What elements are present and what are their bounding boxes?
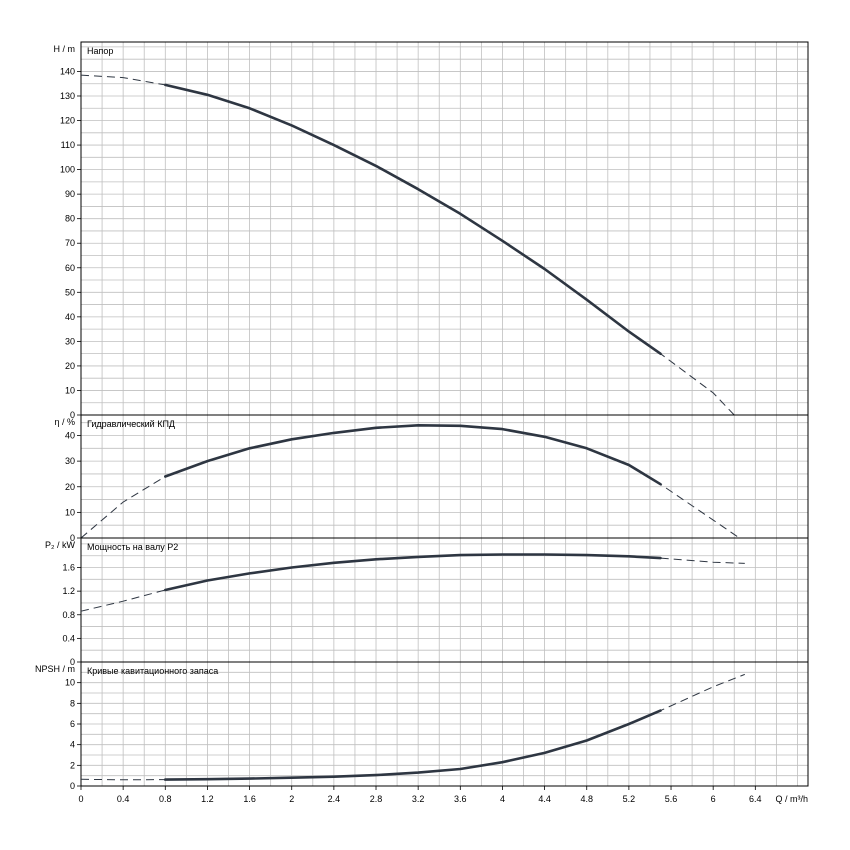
efficiency-panel-frame (80, 414, 809, 539)
efficiency-y-tick-label: 0 (70, 533, 75, 543)
head-panel-title: Напор (87, 46, 113, 56)
x-tick-label: 4.8 (580, 794, 593, 804)
efficiency-y-tick-label: 20 (65, 482, 75, 492)
npsh-curve-dashed (80, 673, 745, 781)
head-y-tick-label: 80 (65, 214, 75, 224)
x-axis-label: Q / m³/h (775, 794, 808, 804)
npsh-y-tick-label: 8 (70, 698, 75, 708)
efficiency-y-tick-label: 30 (65, 456, 75, 466)
x-tick-label: 3.6 (454, 794, 467, 804)
efficiency-panel-title: Гидравлический КПД (87, 419, 175, 429)
head-y-tick-label: 90 (65, 189, 75, 199)
efficiency-curve-dashed (80, 424, 740, 539)
head-y-tick-label: 10 (65, 385, 75, 395)
power-y-tick-label: 0.4 (62, 633, 75, 643)
x-tick-label: 5.6 (665, 794, 678, 804)
x-tick-label: 4.4 (538, 794, 551, 804)
npsh-y-axis-label: NPSH / m (35, 664, 75, 674)
x-tick-label: 6.4 (749, 794, 762, 804)
head-y-tick-label: 130 (60, 91, 75, 101)
x-tick-label: 2.8 (370, 794, 383, 804)
x-tick-label: 3.2 (412, 794, 425, 804)
power-y-axis-label: P₂ / kW (45, 540, 75, 550)
power-y-tick-label: 1.6 (62, 563, 75, 573)
x-tick-label: 1.6 (243, 794, 256, 804)
head-curve-solid (164, 83, 662, 356)
head-curve-dashed (80, 74, 735, 416)
x-tick-label: 6 (711, 794, 716, 804)
x-tick-label: 0 (78, 794, 83, 804)
npsh-y-tick-label: 4 (70, 740, 75, 750)
head-y-tick-label: 110 (61, 140, 75, 150)
power-panel-title: Мощность на валу P2 (87, 542, 178, 552)
power-y-tick-label: 1.2 (62, 586, 75, 596)
npsh-panel-title: Кривые кавитационного запаса (87, 666, 218, 676)
power-y-tick-label: 0.8 (62, 610, 75, 620)
x-tick-label: 1.2 (201, 794, 214, 804)
head-y-tick-label: 120 (60, 116, 75, 126)
power-curve-solid (164, 553, 662, 592)
head-y-tick-label: 60 (65, 263, 75, 273)
head-y-tick-label: 70 (65, 238, 75, 248)
npsh-y-tick-label: 10 (65, 678, 75, 688)
x-tick-label: 0.4 (117, 794, 130, 804)
head-y-tick-label: 20 (65, 361, 75, 371)
efficiency-y-tick-label: 10 (65, 507, 75, 517)
head-y-tick-label: 40 (65, 312, 75, 322)
x-tick-label: 2.4 (328, 794, 341, 804)
x-tick-label: 5.2 (623, 794, 636, 804)
x-tick-label: 4 (500, 794, 505, 804)
head-y-tick-label: 140 (60, 66, 75, 76)
x-tick-label: 2 (289, 794, 294, 804)
npsh-curve-solid (164, 709, 662, 781)
efficiency-curve-solid (164, 423, 662, 486)
x-tick-label: 0.8 (159, 794, 172, 804)
head-panel-frame (80, 41, 809, 416)
npsh-y-tick-label: 0 (70, 781, 75, 791)
npsh-y-tick-label: 6 (70, 719, 75, 729)
head-y-tick-label: 100 (60, 165, 75, 175)
npsh-y-tick-label: 2 (70, 760, 75, 770)
efficiency-y-axis-label: η / % (54, 417, 75, 427)
head-y-tick-label: 30 (65, 336, 75, 346)
head-y-axis-label: H / m (54, 44, 76, 54)
power-y-tick-label: 0 (70, 657, 75, 667)
efficiency-y-tick-label: 40 (65, 431, 75, 441)
head-y-tick-label: 50 (65, 287, 75, 297)
head-y-tick-label: 0 (70, 410, 75, 420)
